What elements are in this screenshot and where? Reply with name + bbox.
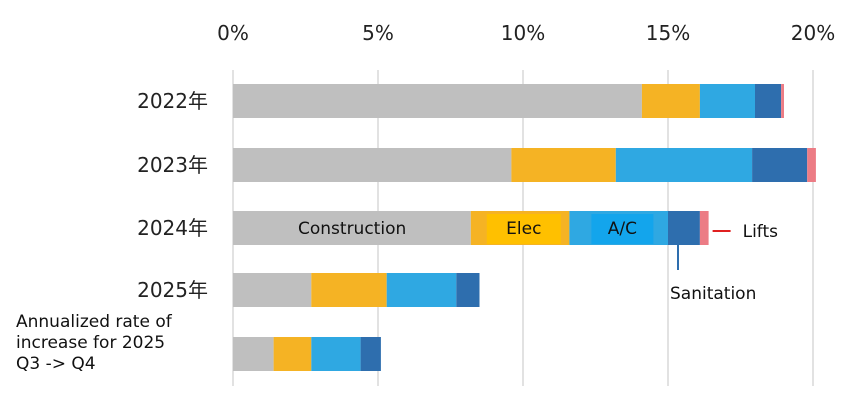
bar-segment-elec xyxy=(511,148,616,182)
annotation-label-lifts: Lifts xyxy=(743,222,779,242)
segment-label-box-ac xyxy=(591,214,654,244)
bar-segment-a-c xyxy=(615,148,753,182)
x-tick-label: 0% xyxy=(217,21,249,45)
x-tick-label: 10% xyxy=(501,21,545,45)
bar-segment-a-c xyxy=(699,84,755,118)
segment-label-ac: A/C xyxy=(608,219,637,239)
category-label: 2022年 xyxy=(137,89,208,113)
segment-label-box-elec xyxy=(486,214,561,244)
bar-segment-construction xyxy=(233,337,274,371)
bar-segment-lifts xyxy=(781,84,784,118)
category-label: Annualized rate of xyxy=(16,312,173,332)
bar-segment-construction xyxy=(233,211,471,245)
bar-segment-construction xyxy=(233,84,642,118)
bar-segment-elec xyxy=(273,337,312,371)
x-tick-label: 5% xyxy=(362,21,394,45)
bar-segment-construction xyxy=(233,273,312,307)
bar-segment-elec xyxy=(311,273,387,307)
bar-segment-lifts xyxy=(807,148,816,182)
bar-segment-sanitation xyxy=(755,84,782,118)
bar-segment-a-c xyxy=(311,337,361,371)
bar-segment-sanitation xyxy=(360,337,381,371)
annotation-label-sanitation: Sanitation xyxy=(670,284,756,304)
bar-segment-sanitation xyxy=(668,211,700,245)
bar-segment-construction xyxy=(233,148,512,182)
x-tick-label: 15% xyxy=(646,21,690,45)
category-label: 2023年 xyxy=(137,153,208,177)
segment-label-construction: Construction xyxy=(298,219,406,239)
bar-segment-elec xyxy=(641,84,700,118)
x-tick-label: 20% xyxy=(791,21,835,45)
bar-segment-sanitation xyxy=(752,148,808,182)
bar-segment-a-c xyxy=(386,273,457,307)
bar-segment-sanitation xyxy=(456,273,480,307)
segment-label-elec: Elec xyxy=(506,219,541,239)
category-label: Q3 -> Q4 xyxy=(16,354,96,374)
category-label: increase for 2025 xyxy=(16,333,165,353)
category-label: 2025年 xyxy=(137,278,208,302)
category-label: 2024年 xyxy=(137,216,208,240)
bar-segment-lifts xyxy=(699,211,709,245)
